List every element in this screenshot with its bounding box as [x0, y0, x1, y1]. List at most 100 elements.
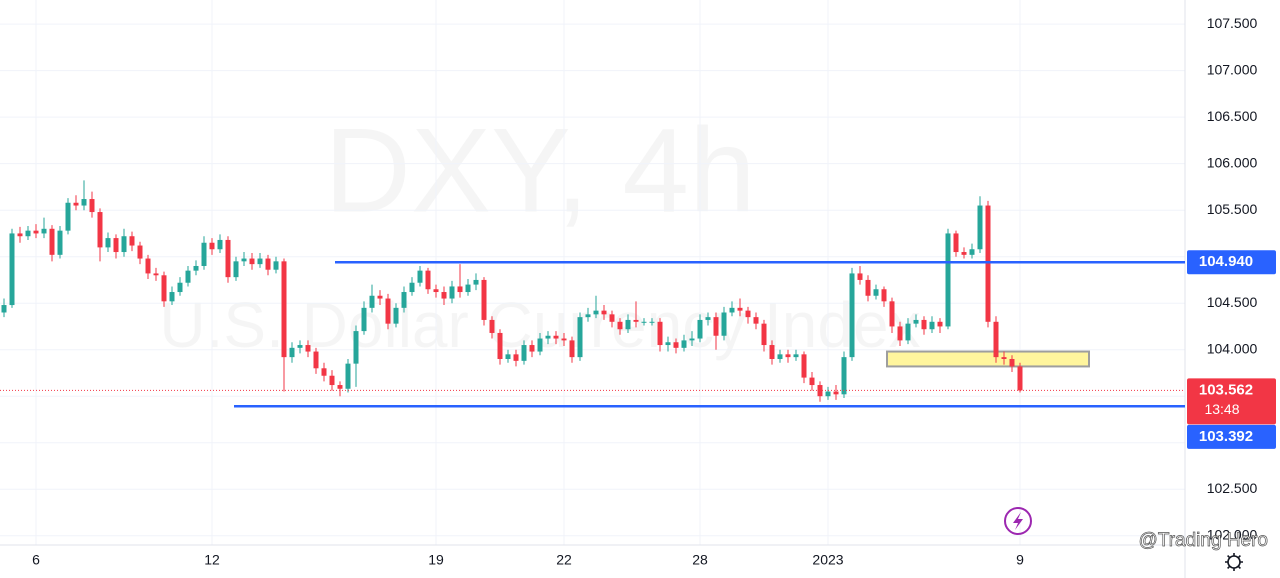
candle-body [273, 261, 279, 270]
candle-body [785, 354, 791, 358]
candle-body [961, 252, 967, 255]
candle-body [777, 354, 783, 359]
candle-body [745, 310, 751, 318]
candle-body [489, 319, 495, 333]
y-tick-label: 102.500 [1207, 480, 1258, 496]
settings-icon[interactable] [1225, 553, 1243, 571]
candle-body [601, 310, 607, 315]
candle-body [465, 284, 471, 293]
candle-body [17, 233, 23, 237]
candle-body [705, 317, 711, 320]
y-tick-label: 104.500 [1207, 294, 1258, 310]
candle-body [625, 319, 631, 330]
candle-body [681, 340, 687, 348]
x-tick-label: 9 [1016, 552, 1024, 568]
price-label-box [1187, 424, 1276, 449]
candle-body [297, 345, 303, 348]
candle-body [65, 202, 71, 231]
candle-body [369, 295, 375, 308]
watermark-title: DXY, 4h [324, 104, 755, 238]
watermark-credit: @Trading Hero [1139, 530, 1268, 551]
candle-body [129, 236, 135, 246]
candle-body [617, 321, 623, 330]
candle-body [857, 273, 863, 280]
candle-body [169, 292, 175, 302]
candle-body [577, 317, 583, 358]
candle-body [201, 242, 207, 266]
candle-body [929, 321, 935, 330]
x-tick-label: 28 [692, 552, 708, 568]
y-tick-label: 107.000 [1207, 61, 1258, 77]
candle-body [9, 233, 15, 306]
candle-body [697, 319, 703, 339]
candle-body [73, 202, 79, 206]
price-label-box [1187, 250, 1276, 275]
candle-body [257, 258, 263, 265]
candle-body [905, 323, 911, 341]
candle-body [497, 332, 503, 359]
y-tick-label: 106.500 [1207, 108, 1258, 124]
candle-body [537, 338, 543, 352]
candle-body [809, 377, 815, 386]
candle-body [121, 236, 127, 253]
price-label: 104.940 [1199, 253, 1253, 270]
candle-body [769, 345, 775, 359]
candle-body [529, 345, 535, 352]
candle-body [233, 261, 239, 278]
candle-body [145, 258, 151, 274]
candle-body [417, 270, 423, 283]
candle-body [241, 258, 247, 262]
candle-body [673, 342, 679, 348]
candle-body [105, 238, 111, 248]
candle-body [1017, 366, 1023, 391]
candle-body [505, 354, 511, 359]
candle-body [665, 342, 671, 346]
x-tick-label: 22 [556, 552, 572, 568]
candle-body [353, 331, 359, 364]
candle-body [25, 230, 31, 237]
candle-body [113, 238, 119, 253]
candle-body [841, 357, 847, 395]
candle-body [561, 338, 567, 341]
candle-body [713, 317, 719, 336]
candle-body [225, 239, 231, 278]
candle-body [633, 319, 639, 322]
candle-body [401, 292, 407, 308]
candle-body [545, 335, 551, 339]
candle-body [737, 307, 743, 311]
candle-body [649, 321, 655, 323]
candle-body [953, 233, 959, 253]
alert-icon[interactable] [1004, 507, 1032, 535]
candle-body [217, 239, 223, 250]
candle-body [441, 292, 447, 299]
candle-body [433, 289, 439, 293]
candle-body [321, 368, 327, 376]
candle-body [345, 363, 351, 389]
candle-body [361, 307, 367, 332]
candle-body [945, 233, 951, 327]
y-tick-label: 106.000 [1207, 154, 1258, 170]
candle-body [329, 375, 335, 386]
candle-body [457, 286, 463, 293]
y-tick-label: 105.500 [1207, 201, 1258, 217]
candle-body [185, 270, 191, 283]
candle-body [137, 245, 143, 259]
candle-body [801, 354, 807, 378]
candle-body [89, 199, 95, 213]
candle-body [377, 295, 383, 299]
candle-body [193, 265, 199, 271]
candle-body [161, 275, 167, 302]
candle-body [569, 340, 575, 358]
candle-body [889, 301, 895, 327]
candle-body [849, 273, 855, 358]
y-tick-label: 107.500 [1207, 15, 1258, 31]
candle-body [833, 391, 839, 395]
countdown-label: 13:48 [1204, 401, 1239, 417]
candle-body [897, 326, 903, 341]
candle-body [1, 305, 7, 313]
x-tick-label: 12 [204, 552, 220, 568]
x-tick-label: 19 [428, 552, 444, 568]
candle-body [825, 391, 831, 397]
